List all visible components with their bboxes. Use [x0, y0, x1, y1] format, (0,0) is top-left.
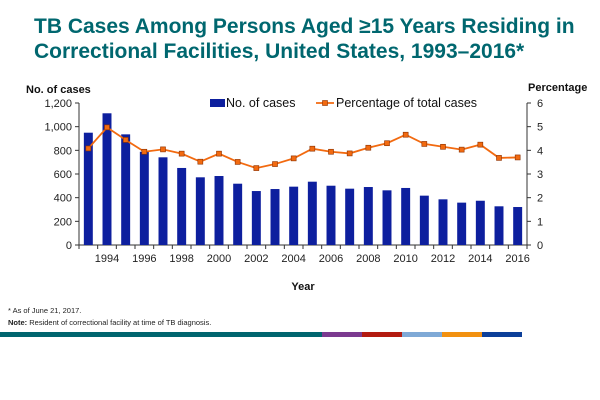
point-2003 [272, 161, 278, 167]
x-tick-label: 1996 [132, 253, 156, 265]
x-axis-label: Year [291, 281, 315, 293]
bar-2009 [382, 190, 392, 245]
bar-2006 [326, 185, 336, 245]
y-right-tick-label: 6 [537, 98, 543, 110]
y-right-tick-label: 4 [537, 145, 543, 157]
bar-1997 [158, 157, 168, 245]
point-2000 [216, 150, 222, 157]
y-left-tick-label: 0 [66, 240, 72, 252]
legend-bar-swatch [210, 99, 225, 107]
bar-2000 [214, 176, 224, 245]
chart-title: TB Cases Among Persons Aged ≥15 Years Re… [34, 15, 575, 63]
bar-2001 [233, 183, 243, 245]
bar-2016 [513, 207, 523, 245]
y-left-tick-label: 400 [54, 193, 72, 205]
footer-segment [322, 332, 362, 337]
bar-2007 [345, 188, 355, 245]
percentage-line [87, 126, 518, 170]
point-2005 [309, 145, 316, 152]
x-tick-label: 2008 [356, 253, 380, 265]
bar-1998 [177, 167, 187, 245]
point-2014 [477, 141, 484, 148]
point-1997 [160, 146, 166, 153]
point-2009 [384, 140, 390, 147]
x-tick-label: 2006 [319, 253, 343, 265]
x-tick-label: 2014 [468, 253, 492, 265]
y-right-tick-label: 2 [537, 193, 543, 205]
x-tick-label: 2000 [207, 253, 231, 265]
point-1996 [141, 148, 148, 155]
point-1995 [122, 137, 129, 143]
footer-segment [442, 332, 482, 337]
x-tick-label: 2012 [431, 253, 455, 265]
y-left-tick-label: 800 [54, 145, 72, 157]
point-2011 [421, 141, 428, 147]
note-text: Resident of correctional facility at tim… [27, 318, 212, 327]
bar-2011 [419, 195, 429, 245]
bar-2008 [363, 187, 373, 245]
bar-2010 [401, 187, 411, 245]
bar-2004 [289, 186, 299, 245]
point-1993 [85, 145, 92, 152]
y-right-tick-label: 5 [537, 122, 543, 134]
y-left-tick-label: 600 [54, 169, 72, 181]
note: Note: Resident of correctional facility … [8, 318, 211, 327]
x-tick-label: 1994 [95, 253, 119, 265]
bar-2002 [251, 191, 261, 245]
y-right-tick-label: 0 [537, 240, 543, 252]
point-1998 [178, 150, 185, 157]
y-right-label: Percentage [528, 82, 587, 94]
bar-1996 [139, 151, 149, 245]
point-2016 [514, 154, 521, 161]
x-tick-label: 2004 [281, 253, 305, 265]
bar-2003 [270, 189, 280, 245]
y-left-tick-label: 200 [54, 216, 72, 228]
point-2015 [496, 155, 502, 161]
point-2007 [346, 150, 353, 157]
point-1994 [104, 124, 110, 131]
y-right-tick-label: 3 [537, 169, 543, 181]
bar-2012 [438, 199, 448, 245]
bar-1994 [102, 113, 112, 245]
bar-2015 [494, 206, 504, 245]
point-2012 [440, 143, 446, 150]
x-tick-label: 2016 [505, 253, 529, 265]
footer-segment [402, 332, 442, 337]
y-left-tick-label: 1,000 [44, 122, 72, 134]
bar-2014 [475, 200, 485, 245]
note-label: Note: [8, 318, 28, 327]
legend-line-marker [322, 100, 328, 106]
point-2001 [234, 159, 241, 165]
point-2004 [290, 155, 297, 162]
legend-line-label: Percentage of total cases [336, 96, 477, 110]
footer-segment [482, 332, 522, 337]
point-2010 [402, 131, 409, 138]
point-2008 [365, 144, 372, 151]
footer-segment [362, 332, 402, 337]
point-2002 [253, 165, 260, 171]
footnote: * As of June 21, 2017. [8, 306, 82, 315]
x-tick-label: 2002 [244, 253, 268, 265]
y-left-tick-label: 1,200 [44, 98, 72, 110]
y-right-tick-label: 1 [537, 216, 543, 228]
bar-2005 [307, 181, 317, 245]
point-1999 [197, 158, 204, 165]
legend-bar-label: No. of cases [226, 96, 295, 110]
y-left-label: No. of cases [26, 84, 91, 96]
x-tick-label: 1998 [169, 253, 193, 265]
point-2006 [328, 148, 334, 155]
point-2013 [458, 146, 465, 153]
x-tick-label: 2010 [393, 253, 417, 265]
bar-1995 [121, 134, 131, 245]
bar-1993 [83, 132, 93, 245]
bar-2013 [457, 202, 467, 245]
bar-1999 [195, 177, 205, 245]
footer-segment [0, 332, 322, 337]
